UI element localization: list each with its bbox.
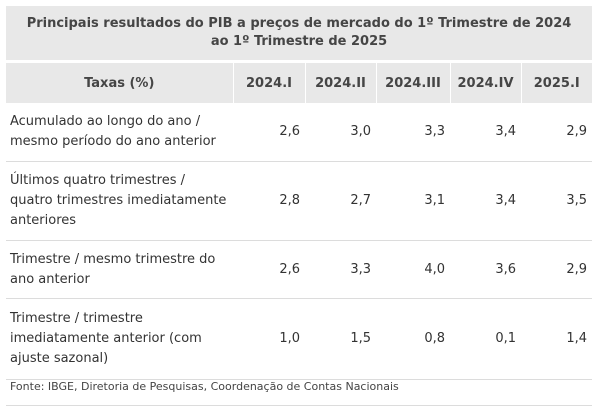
- table-cell: 3,3: [376, 103, 450, 162]
- table-row: Trimestre / mesmo trimestre do ano anter…: [6, 240, 592, 299]
- row-label: Últimos quatro trimestres / quatro trime…: [6, 161, 233, 241]
- header-period-2024-2: 2024.II: [304, 63, 376, 103]
- row-label: Acumulado ao longo do ano / mesmo períod…: [6, 103, 233, 162]
- table-cell: 1,0: [233, 298, 305, 380]
- table-cell: 2,9: [521, 240, 592, 299]
- row-label: Trimestre / trimestre imediatamente ante…: [6, 298, 233, 380]
- header-period-2025-1: 2025.I: [520, 63, 592, 103]
- table-cell: 2,6: [233, 103, 305, 162]
- table-cell: 0,1: [450, 298, 521, 380]
- table-row: Trimestre / trimestre imediatamente ante…: [6, 298, 592, 380]
- table-cell: 3,6: [450, 240, 521, 299]
- table-cell: 3,0: [305, 103, 376, 162]
- table-cell: 3,1: [376, 161, 450, 241]
- header-period-2024-3: 2024.III: [375, 63, 450, 103]
- header-rates: Taxas (%): [6, 63, 233, 103]
- gdp-results-table: Taxas (%) 2024.I 2024.II 2024.III 2024.I…: [6, 63, 592, 380]
- table-header-row: Taxas (%) 2024.I 2024.II 2024.III 2024.I…: [6, 63, 592, 103]
- row-label: Trimestre / mesmo trimestre do ano anter…: [6, 240, 233, 299]
- table-row: Acumulado ao longo do ano / mesmo períod…: [6, 103, 592, 162]
- table-cell: 2,7: [305, 161, 376, 241]
- header-period-2024-4: 2024.IV: [449, 63, 521, 103]
- table-cell: 2,6: [233, 240, 305, 299]
- table-cell: 2,9: [521, 103, 592, 162]
- table-cell: 3,3: [305, 240, 376, 299]
- table-cell: 4,0: [376, 240, 450, 299]
- header-period-2024-1: 2024.I: [232, 63, 305, 103]
- source-note: Fonte: IBGE, Diretoria de Pesquisas, Coo…: [6, 380, 592, 406]
- table-cell: 3,4: [450, 103, 521, 162]
- table-cell: 3,5: [521, 161, 592, 241]
- table-cell: 0,8: [376, 298, 450, 380]
- table-cell: 1,4: [521, 298, 592, 380]
- table-row: Últimos quatro trimestres / quatro trime…: [6, 161, 592, 241]
- table-cell: 1,5: [305, 298, 376, 380]
- table-cell: 2,8: [233, 161, 305, 241]
- table-cell: 3,4: [450, 161, 521, 241]
- table-title: Principais resultados do PIB a preços de…: [6, 6, 592, 60]
